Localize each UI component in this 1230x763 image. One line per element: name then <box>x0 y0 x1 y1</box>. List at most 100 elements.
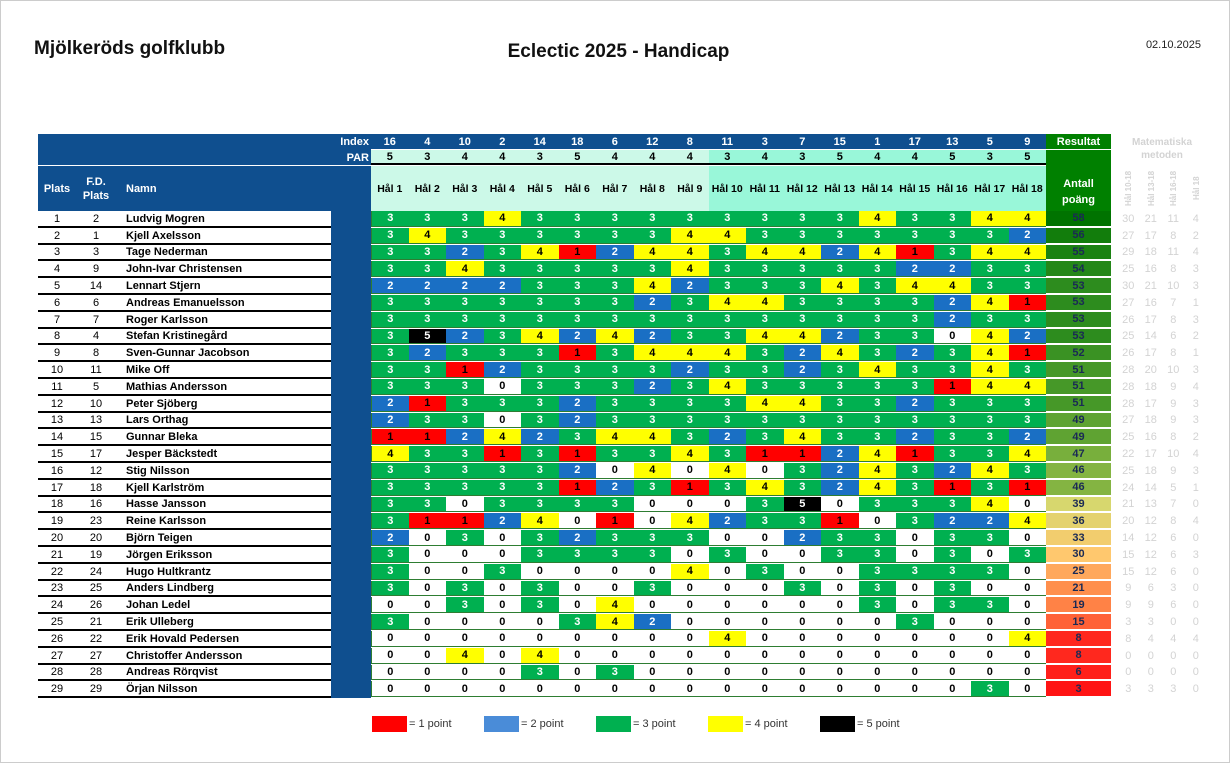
score-cell: 0 <box>1008 597 1046 614</box>
score-cell: 3 <box>596 227 634 244</box>
math-value: 12 <box>1144 548 1157 561</box>
player-name: Sven-Gunnar Jacobson <box>126 347 250 360</box>
score-cell: 0 <box>746 614 784 630</box>
plats-cell: 20 <box>50 532 64 545</box>
score-cell: 0 <box>708 496 746 513</box>
score-cell: 3 <box>371 345 409 362</box>
math-value: 11 <box>1167 246 1179 259</box>
score-cell: 3 <box>896 295 934 311</box>
score-cell: 0 <box>933 328 971 345</box>
score-cell: 3 <box>483 227 521 244</box>
score-cell: 1 <box>1008 295 1046 311</box>
score-cell: 3 <box>971 681 1009 698</box>
plats-cell: 2 <box>53 229 61 242</box>
score-cell: 2 <box>596 244 634 261</box>
score-cell: 3 <box>933 429 971 446</box>
score-cell: 2 <box>446 328 484 345</box>
score-cell: 1 <box>933 479 971 496</box>
score-cell: 3 <box>708 446 746 462</box>
score-cell: 3 <box>933 211 971 227</box>
math-value: 0 <box>1170 616 1177 629</box>
score-cell: 1 <box>558 345 596 362</box>
score-cell: 4 <box>1008 513 1046 530</box>
score-cell: 0 <box>633 647 671 664</box>
math-value: 29 <box>1122 246 1135 259</box>
score-cell: 3 <box>371 463 409 479</box>
score-cell: 4 <box>933 278 971 294</box>
score-cell: 3 <box>971 311 1009 328</box>
score-cell: 4 <box>408 227 446 244</box>
score-cell: 0 <box>483 412 521 429</box>
score-cell: 0 <box>671 463 709 479</box>
fd-plats-cell: 16 <box>89 498 103 511</box>
score-cell: 3 <box>671 295 709 311</box>
score-cell: 0 <box>1008 530 1046 546</box>
score-cell: 0 <box>633 513 671 530</box>
hole-par: 5 <box>933 150 971 165</box>
score-cell: 4 <box>671 227 709 244</box>
math-value: 10 <box>1167 448 1180 461</box>
score-cell: 2 <box>896 261 934 278</box>
score-cell: 0 <box>858 647 896 664</box>
total-points: 6 <box>1046 664 1111 681</box>
score-cell: 3 <box>596 530 634 546</box>
score-cell: 0 <box>933 614 971 630</box>
score-cell: 3 <box>371 261 409 278</box>
score-cell: 1 <box>558 244 596 261</box>
score-cell: 3 <box>558 379 596 395</box>
score-cell: 1 <box>1008 345 1046 362</box>
score-cell: 3 <box>371 244 409 261</box>
score-cell: 4 <box>446 261 484 278</box>
score-cell: 3 <box>521 227 559 244</box>
hole-par: 4 <box>746 150 784 165</box>
table-row <box>38 261 331 279</box>
score-cell: 0 <box>896 681 934 698</box>
score-cell: 0 <box>783 563 821 580</box>
player-name: Anders Lindberg <box>126 582 215 595</box>
math-value: 25 <box>1122 263 1135 276</box>
plats-cell: 29 <box>50 683 64 696</box>
score-cell: 3 <box>933 530 971 546</box>
score-cell: 3 <box>896 614 934 630</box>
math-value: 0 <box>1192 532 1199 545</box>
score-cell: 3 <box>783 412 821 429</box>
score-cell: 3 <box>671 429 709 446</box>
score-cell: 3 <box>1008 547 1046 563</box>
score-cell: 3 <box>671 328 709 345</box>
plats-cell: 27 <box>50 649 64 662</box>
player-name: Ludvig Mogren <box>126 212 205 225</box>
score-cell: 0 <box>408 563 446 580</box>
score-cell: 2 <box>821 463 859 479</box>
score-cell: 1 <box>371 429 409 446</box>
score-cell: 3 <box>971 597 1009 614</box>
math-value: 28 <box>1122 364 1135 377</box>
hole-index: 3 <box>746 134 784 149</box>
score-cell: 3 <box>783 479 821 496</box>
score-cell: 0 <box>783 597 821 614</box>
score-cell: 3 <box>371 311 409 328</box>
score-cell: 3 <box>783 227 821 244</box>
score-cell: 3 <box>896 412 934 429</box>
score-cell: 0 <box>671 547 709 563</box>
score-cell: 2 <box>933 513 971 530</box>
score-cell: 2 <box>521 429 559 446</box>
plats-cell: 17 <box>50 481 64 494</box>
score-cell: 3 <box>1008 463 1046 479</box>
table-row <box>38 312 331 329</box>
score-cell: 0 <box>483 614 521 630</box>
score-cell: 3 <box>371 563 409 580</box>
score-cell: 3 <box>821 295 859 311</box>
math-value: 21 <box>1144 212 1157 225</box>
score-cell: 0 <box>896 647 934 664</box>
score-cell: 4 <box>971 345 1009 362</box>
score-cell: 3 <box>408 244 446 261</box>
math-value: 9 <box>1170 380 1177 393</box>
hole-par: 4 <box>633 150 671 165</box>
score-cell: 3 <box>371 379 409 395</box>
legend-swatch <box>708 716 743 732</box>
score-cell: 0 <box>746 597 784 614</box>
math-value: 3 <box>1170 582 1177 595</box>
score-cell: 0 <box>408 647 446 664</box>
math-value: 20 <box>1122 515 1135 528</box>
score-cell: 0 <box>746 647 784 664</box>
